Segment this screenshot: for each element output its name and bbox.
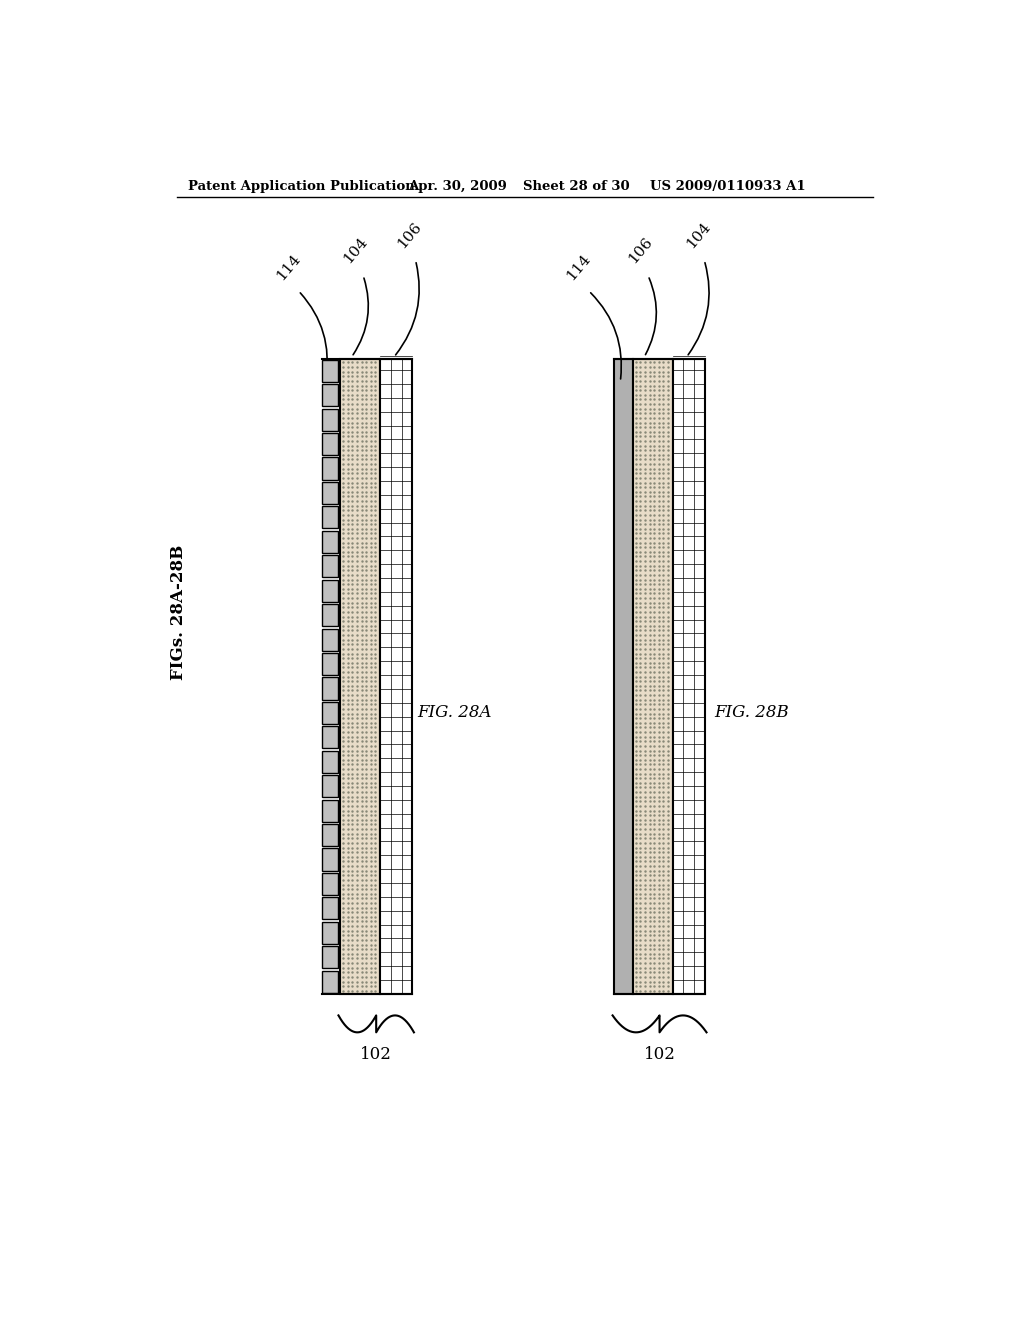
Bar	[322, 433, 338, 455]
Bar	[322, 946, 338, 969]
Text: Patent Application Publication: Patent Application Publication	[188, 180, 415, 193]
Bar	[322, 360, 338, 381]
Bar	[322, 751, 338, 772]
Bar	[322, 726, 338, 748]
Bar	[322, 775, 338, 797]
Bar	[322, 898, 338, 920]
Text: FIGs. 28A-28B: FIGs. 28A-28B	[170, 545, 186, 680]
Bar	[322, 921, 338, 944]
Bar	[322, 507, 338, 528]
Text: US 2009/0110933 A1: US 2009/0110933 A1	[650, 180, 806, 193]
Bar	[322, 409, 338, 430]
Text: Sheet 28 of 30: Sheet 28 of 30	[523, 180, 630, 193]
Bar	[322, 458, 338, 479]
Bar	[322, 579, 338, 602]
Text: 114: 114	[273, 252, 303, 284]
Bar	[322, 628, 338, 651]
Bar	[633, 359, 673, 994]
Bar	[322, 873, 338, 895]
Text: FIG. 28A: FIG. 28A	[418, 705, 492, 721]
Bar	[322, 677, 338, 700]
Bar	[322, 849, 338, 870]
Bar	[322, 605, 338, 626]
Bar	[380, 359, 413, 994]
Bar	[322, 531, 338, 553]
Text: FIG. 28B: FIG. 28B	[714, 705, 788, 721]
Bar	[614, 359, 633, 994]
Bar	[322, 970, 338, 993]
Text: 114: 114	[564, 252, 594, 284]
Text: 104: 104	[683, 219, 713, 251]
Bar	[322, 702, 338, 723]
Text: 106: 106	[626, 235, 655, 267]
Bar	[322, 653, 338, 675]
Bar	[340, 359, 380, 994]
Bar	[322, 824, 338, 846]
Text: Apr. 30, 2009: Apr. 30, 2009	[408, 180, 507, 193]
Text: 102: 102	[644, 1047, 676, 1063]
Bar	[322, 482, 338, 504]
Bar	[322, 800, 338, 821]
Text: 102: 102	[360, 1047, 392, 1063]
Text: 104: 104	[341, 235, 370, 267]
Bar	[322, 384, 338, 407]
Bar	[673, 359, 705, 994]
Text: 106: 106	[394, 219, 424, 251]
Bar	[322, 556, 338, 577]
